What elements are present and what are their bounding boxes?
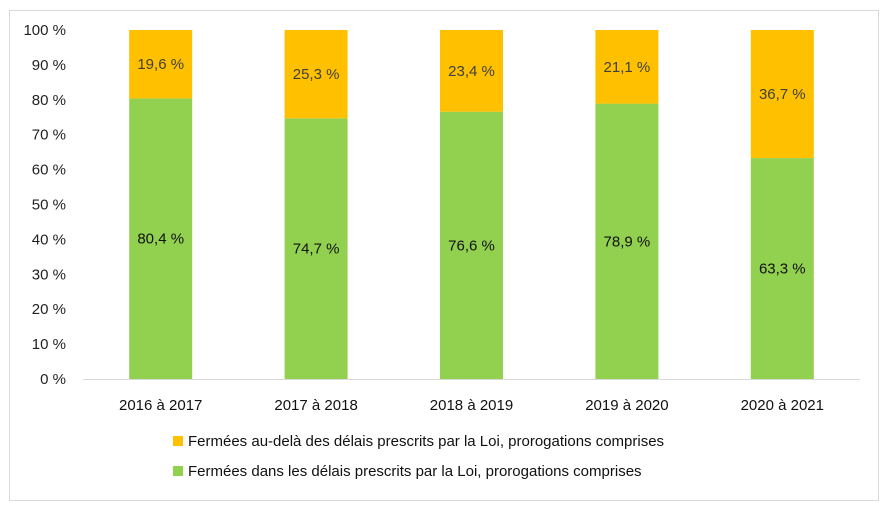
data-label: 23,4 % bbox=[448, 63, 495, 80]
bar-segment-beyond-deadline bbox=[595, 30, 659, 104]
data-label: 80,4 % bbox=[137, 231, 184, 248]
x-axis-labels: 2016 à 2017 2017 à 2018 2018 à 2019 2019 à … bbox=[119, 397, 824, 414]
y-tick-label: 60 % bbox=[32, 162, 66, 179]
legend-label: Fermées au-delà des délais prescrits par… bbox=[188, 433, 664, 450]
x-tick-label: 2017 à 2018 bbox=[274, 397, 357, 414]
y-tick-label: 0 % bbox=[40, 371, 66, 388]
legend-label: Fermées dans les délais prescrits par la… bbox=[188, 463, 642, 480]
data-label: 63,3 % bbox=[759, 261, 806, 278]
bar-segment-beyond-deadline bbox=[750, 30, 814, 159]
y-tick-label: 10 % bbox=[32, 336, 66, 353]
data-label: 19,6 % bbox=[137, 56, 184, 73]
bar-segment-within-deadline bbox=[750, 158, 814, 379]
y-tick-label: 90 % bbox=[32, 57, 66, 74]
legend-swatch bbox=[173, 436, 183, 446]
x-tick-label: 2019 à 2020 bbox=[585, 397, 668, 414]
y-tick-label: 50 % bbox=[32, 197, 66, 214]
bar-segment-within-deadline bbox=[440, 111, 503, 379]
bar-segment-beyond-deadline bbox=[284, 30, 348, 119]
data-label: 25,3 % bbox=[293, 66, 340, 83]
x-tick-label: 2018 à 2019 bbox=[430, 397, 513, 414]
bar-segment-beyond-deadline bbox=[440, 30, 503, 112]
bars: 80,4 % 19,6 % 74,7 % 25,3 % 76,6 % 23,4 % 78,9… bbox=[129, 30, 814, 380]
data-label: 74,7 % bbox=[293, 241, 340, 258]
y-axis-ticks: 0 % 10 % 20 % 30 % 40 % 50 % 60 % 70 % 80 % 90 % 1… bbox=[23, 22, 66, 388]
x-tick-label: 2016 à 2017 bbox=[119, 397, 202, 414]
x-tick-label: 2020 à 2021 bbox=[741, 397, 824, 414]
legend-swatch bbox=[173, 466, 183, 476]
data-label: 21,1 % bbox=[604, 59, 651, 76]
bar-segment-within-deadline bbox=[129, 98, 193, 380]
y-tick-label: 100 % bbox=[23, 22, 66, 39]
data-label: 36,7 % bbox=[759, 86, 806, 103]
legend: Fermées au-delà des délais prescrits par… bbox=[173, 433, 664, 480]
chart-frame bbox=[9, 10, 879, 501]
y-tick-label: 80 % bbox=[32, 92, 66, 109]
data-label: 78,9 % bbox=[604, 233, 651, 250]
bar-segment-within-deadline bbox=[595, 103, 659, 379]
bar-segment-beyond-deadline bbox=[129, 30, 193, 99]
data-label: 76,6 % bbox=[448, 237, 495, 254]
y-tick-label: 40 % bbox=[32, 231, 66, 248]
y-tick-label: 70 % bbox=[32, 127, 66, 144]
y-tick-label: 30 % bbox=[32, 266, 66, 283]
y-tick-label: 20 % bbox=[32, 301, 66, 318]
bar-segment-within-deadline bbox=[284, 118, 348, 379]
